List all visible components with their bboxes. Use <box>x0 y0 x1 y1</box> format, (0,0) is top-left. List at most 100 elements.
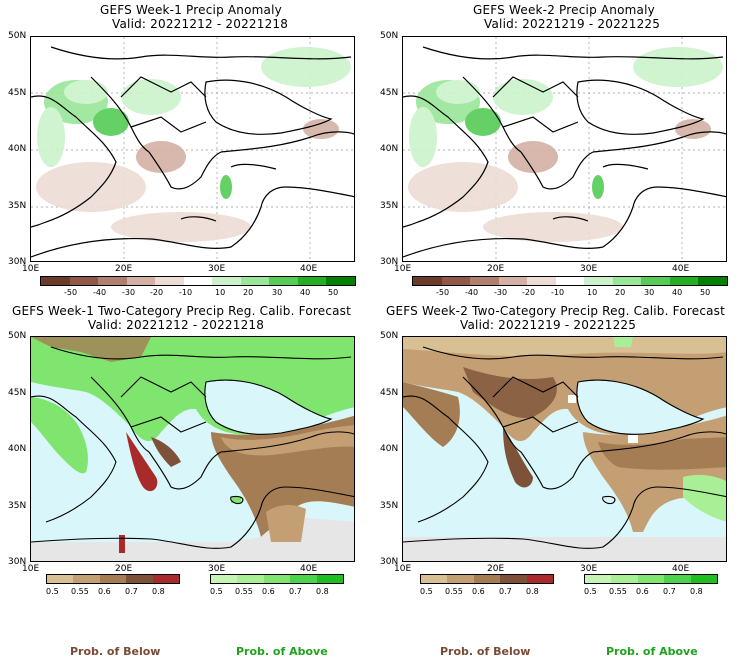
panel2-cb-label: 50 <box>700 288 711 297</box>
panel3-above-label: 0.5 <box>210 587 223 596</box>
panel2-lat-35n: 35N <box>380 201 399 211</box>
panel2-cb-label: 10 <box>587 288 598 297</box>
panel1-lat-30n: 30N <box>8 257 27 267</box>
panel4-lat-50n: 50N <box>380 331 399 341</box>
panel1-cb-label: -40 <box>93 288 107 297</box>
panel1-cb-label: 40 <box>300 288 311 297</box>
panel2-lat-30n: 30N <box>380 257 399 267</box>
panel4-above-label: 0.8 <box>690 587 703 596</box>
panel2-cb-label: 30 <box>644 288 655 297</box>
panel2-lat-45n: 45N <box>380 88 399 98</box>
panel3-above-label: 0.8 <box>316 587 329 596</box>
panel1-map <box>30 36 355 262</box>
prob-below-label-left: Prob. of Below <box>70 645 161 658</box>
panel1-lat-50n: 50N <box>8 31 27 41</box>
panel2-colorbar <box>412 276 728 286</box>
panel2-lat-40n: 40N <box>380 144 399 154</box>
panel2-cb-label: -20 <box>522 288 536 297</box>
panel3-above-colorbar <box>210 574 344 584</box>
panel2-valid: Valid: 20221219 - 20221225 <box>484 17 661 31</box>
panel3-lon-30e: 30E <box>208 564 226 574</box>
panel4-lon-10e: 10E <box>394 564 412 574</box>
panel1-cb-label: 20 <box>243 288 254 297</box>
panel1-lat-35n: 35N <box>8 201 27 211</box>
prob-above-label-left: Prob. of Above <box>236 645 328 658</box>
panel4-lat-35n: 35N <box>380 501 399 511</box>
panel4-below-label: 0.55 <box>445 587 463 596</box>
panel3-below-label: 0.55 <box>71 587 89 596</box>
panel4-lat-45n: 45N <box>380 388 399 398</box>
panel4-above-colorbar <box>584 574 718 584</box>
panel2-map-graphic <box>403 37 726 261</box>
panel1-cb-label: -10 <box>179 288 193 297</box>
panel1-cb-label: -20 <box>150 288 164 297</box>
panel3-valid: Valid: 20221212 - 20221218 <box>88 318 265 332</box>
panel3-below-label: 0.5 <box>46 587 59 596</box>
panel4-above-label: 0.5 <box>584 587 597 596</box>
panel1-cb-label: 50 <box>328 288 339 297</box>
panel4-title: GEFS Week-2 Two-Category Precip Reg. Cal… <box>386 304 726 318</box>
panel4-above-label: 0.6 <box>636 587 649 596</box>
panel3-lon-40e: 40E <box>300 564 318 574</box>
panel4-above-label: 0.55 <box>609 587 627 596</box>
panel3-below-label: 0.6 <box>98 587 111 596</box>
panel2-cb-label: -40 <box>465 288 479 297</box>
panel3-lat-35n: 35N <box>8 501 27 511</box>
panel3-lon-10e: 10E <box>22 564 40 574</box>
panel2-title: GEFS Week-2 Precip Anomaly <box>473 3 655 17</box>
panel3-below-colorbar <box>46 574 180 584</box>
panel2-lon-10e: 10E <box>394 264 412 274</box>
panel2-lon-30e: 30E <box>580 264 598 274</box>
panel3-lon-20e: 20E <box>115 564 133 574</box>
panel2-cb-label: -30 <box>494 288 508 297</box>
panel3-below-label: 0.7 <box>125 587 138 596</box>
panel2-lat-50n: 50N <box>380 31 399 41</box>
panel1-map-graphic <box>31 37 354 261</box>
panel3-lat-45n: 45N <box>8 388 27 398</box>
panel1-cb-label: 30 <box>272 288 283 297</box>
panel4-lon-30e: 30E <box>580 564 598 574</box>
panel1-lon-20e: 20E <box>115 264 133 274</box>
panel4-lon-40e: 40E <box>672 564 690 574</box>
panel1-cb-label: 10 <box>215 288 226 297</box>
panel1-lon-40e: 40E <box>300 264 318 274</box>
panel3-map <box>30 336 355 562</box>
panel3-map-graphic <box>31 337 354 561</box>
panel4-lon-20e: 20E <box>487 564 505 574</box>
panel1-title: GEFS Week-1 Precip Anomaly <box>100 3 282 17</box>
prob-above-label-right: Prob. of Above <box>606 645 698 658</box>
panel4-below-colorbar <box>420 574 554 584</box>
panel4-map-graphic <box>403 337 726 561</box>
panel2-cb-label: 20 <box>615 288 626 297</box>
panel2-map <box>402 36 727 262</box>
panel1-valid: Valid: 20221212 - 20221218 <box>112 17 289 31</box>
panel4-above-label: 0.7 <box>663 587 676 596</box>
panel4-below-label: 0.5 <box>420 587 433 596</box>
panel3-lat-40n: 40N <box>8 444 27 454</box>
panel1-cb-label: -30 <box>122 288 136 297</box>
panel2-cb-label: -10 <box>551 288 565 297</box>
panel2-cb-label: -50 <box>436 288 450 297</box>
panel3-title: GEFS Week-1 Two-Category Precip Reg. Cal… <box>12 304 352 318</box>
panel4-below-label: 0.6 <box>472 587 485 596</box>
panel4-valid: Valid: 20221219 - 20221225 <box>460 318 637 332</box>
panel1-lon-30e: 30E <box>208 264 226 274</box>
panel3-lat-50n: 50N <box>8 331 27 341</box>
panel4-map <box>402 336 727 562</box>
panel1-lat-40n: 40N <box>8 144 27 154</box>
panel3-above-label: 0.6 <box>262 587 275 596</box>
panel4-below-label: 0.8 <box>526 587 539 596</box>
panel4-lat-30n: 30N <box>380 557 399 567</box>
panel3-above-label: 0.7 <box>289 587 302 596</box>
prob-below-label-right: Prob. of Below <box>440 645 531 658</box>
panel2-lon-40e: 40E <box>672 264 690 274</box>
panel3-below-label: 0.8 <box>152 587 165 596</box>
panel1-cb-label: -50 <box>64 288 78 297</box>
panel1-lon-10e: 10E <box>22 264 40 274</box>
panel2-lon-20e: 20E <box>487 264 505 274</box>
panel3-lat-30n: 30N <box>8 557 27 567</box>
panel4-lat-40n: 40N <box>380 444 399 454</box>
panel4-below-label: 0.7 <box>499 587 512 596</box>
panel1-lat-45n: 45N <box>8 88 27 98</box>
panel3-above-label: 0.55 <box>235 587 253 596</box>
